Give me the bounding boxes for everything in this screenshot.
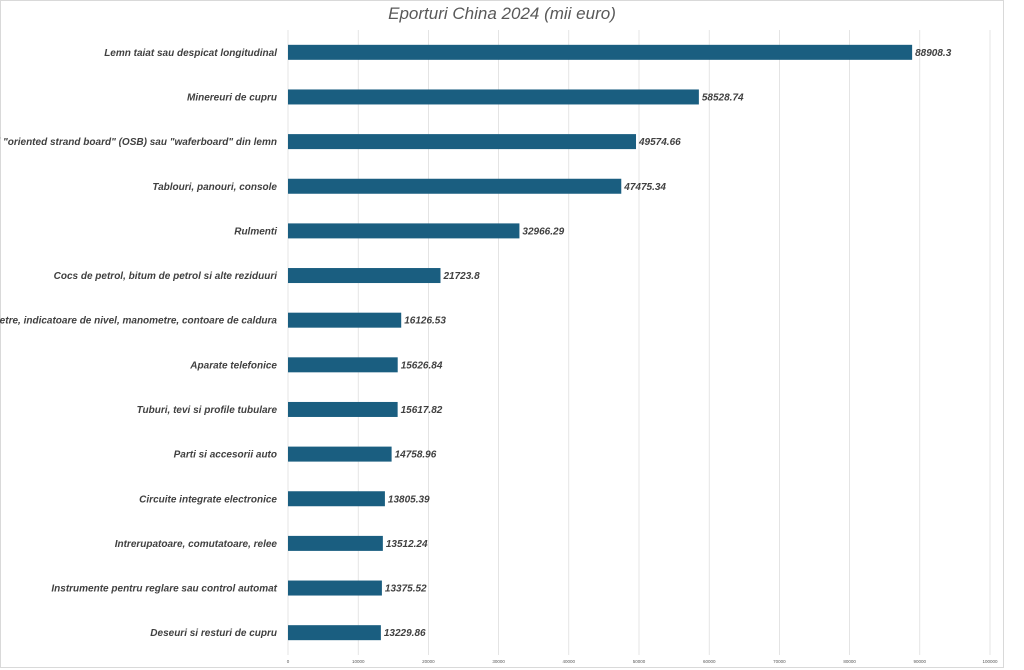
bar [288, 357, 398, 373]
category-label: Aparate telefonice [189, 360, 277, 371]
category-label: Panouri "oriented strand board" (OSB) sa… [0, 137, 277, 148]
value-label: 13805.39 [388, 494, 430, 505]
bar [288, 580, 382, 596]
x-tick-labels: 0 10000 20000 30000 40000 50000 60000 70000 8000… [287, 659, 998, 664]
bar [288, 312, 402, 328]
bar [288, 44, 913, 60]
value-label: 58528.74 [702, 92, 744, 103]
value-label: 15626.84 [401, 360, 443, 371]
value-label: 21723.8 [443, 271, 481, 282]
category-label: Intrerupatoare, comutatoare, relee [115, 539, 278, 550]
x-tick-label: 50000 [633, 659, 646, 664]
category-label: Tuburi, tevi si profile tubulare [137, 405, 278, 416]
category-label: Rulmenti [234, 226, 277, 237]
bar [288, 268, 441, 284]
category-labels: Lemn taiat sau despicat longitudinal Mine… [0, 48, 278, 639]
x-tick-label: 0 [287, 659, 290, 664]
x-tick-label: 90000 [914, 659, 927, 664]
value-label: 14758.96 [395, 450, 437, 461]
value-label: 32966.29 [522, 226, 564, 237]
x-tick-label: 80000 [843, 659, 856, 664]
bars [288, 44, 913, 641]
bar [288, 178, 622, 194]
bar [288, 223, 520, 239]
bar [288, 446, 392, 462]
bar [288, 535, 383, 551]
x-tick-label: 30000 [492, 659, 505, 664]
chart-title: Eporturi China 2024 (mii euro) [388, 4, 616, 23]
value-label: 13512.24 [386, 539, 428, 550]
x-tick-label: 10000 [352, 659, 365, 664]
category-label: Cocs de petrol, bitum de petrol si alte … [54, 271, 278, 282]
x-tick-label: 100000 [982, 659, 998, 664]
category-label: Circuite integrate electronice [139, 494, 277, 505]
category-label: Lemn taiat sau despicat longitudinal [104, 48, 277, 59]
x-tick-label: 60000 [703, 659, 716, 664]
value-labels: 88908.3 58528.74 49574.66 47475.34 32966.29 2… [384, 48, 952, 639]
value-label: 16126.53 [404, 316, 446, 327]
bar [288, 134, 637, 150]
category-label: Tablouri, panouri, console [152, 182, 277, 193]
grid-lines [287, 30, 991, 655]
category-label: Minereuri de cupru [187, 92, 277, 103]
x-tick-label: 40000 [563, 659, 576, 664]
category-label: Parti si accesorii auto [174, 450, 277, 461]
category-label: Deseuri si resturi de cupru [150, 628, 277, 639]
bar [288, 491, 385, 507]
chart-frame [0, 0, 1004, 668]
value-label: 88908.3 [915, 48, 952, 59]
bar [288, 401, 398, 417]
value-label: 13375.52 [385, 584, 427, 595]
value-label: 47475.34 [623, 182, 666, 193]
value-label: 49574.66 [638, 137, 681, 148]
bar [288, 89, 699, 105]
value-label: 15617.82 [401, 405, 443, 416]
x-tick-label: 20000 [422, 659, 435, 664]
x-tick-label: 70000 [773, 659, 786, 664]
bar [288, 625, 381, 641]
value-label: 13229.86 [384, 628, 426, 639]
category-label: Instrumente pentru reglare sau control a… [51, 584, 277, 595]
category-label: Debitmetre, indicatoare de nivel, manome… [0, 316, 277, 327]
